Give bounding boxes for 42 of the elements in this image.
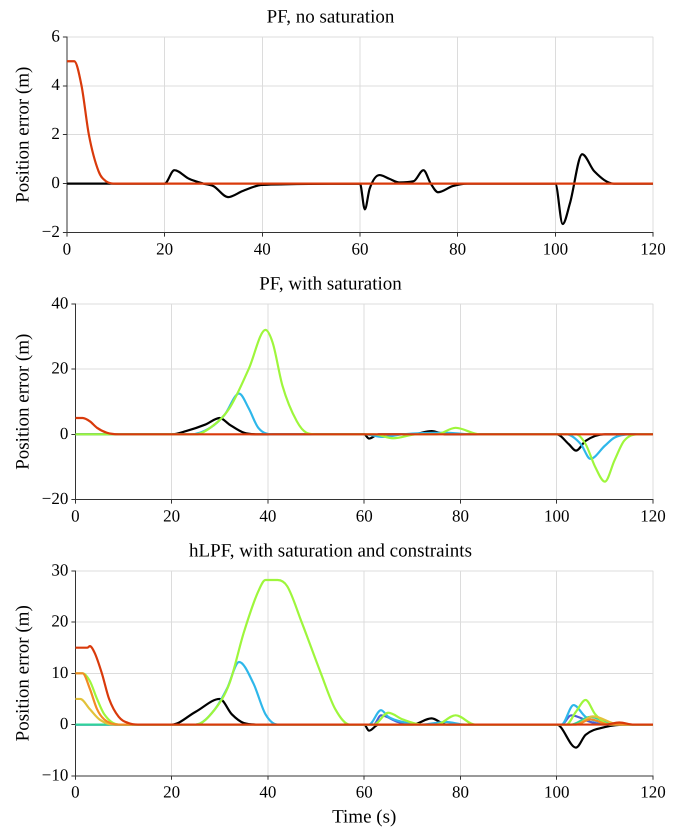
- x-tick-label: 60: [356, 782, 373, 802]
- y-axis-title: Position error (m): [12, 66, 34, 203]
- chart-title: PF, with saturation: [259, 273, 402, 294]
- y-tick-label: 20: [51, 612, 68, 631]
- x-tick-label: 60: [356, 506, 373, 526]
- y-axis-title: Position error (m): [12, 334, 34, 470]
- x-tick-label: 100: [544, 506, 570, 526]
- line-series: [75, 416, 653, 436]
- x-tick-label: 20: [163, 506, 180, 526]
- x-tick-label: 80: [452, 782, 469, 802]
- x-tick-label: 40: [259, 782, 276, 802]
- y-tick-label: 4: [51, 75, 60, 94]
- x-tick-label: 80: [452, 506, 469, 526]
- chart-title: PF, no saturation: [266, 6, 395, 28]
- y-tick-label: 20: [51, 358, 68, 378]
- y-tick-label: 0: [60, 714, 68, 734]
- x-axis-title: Time (s): [332, 806, 396, 828]
- x-tick-label: 40: [259, 506, 276, 526]
- line-series: [75, 645, 653, 726]
- x-tick-label: 120: [640, 782, 666, 802]
- y-tick-label: 10: [51, 662, 68, 682]
- chart-title: hLPF, with saturation and constraints: [189, 540, 472, 562]
- y-tick-label: 0: [60, 424, 68, 443]
- y-tick-label: −10: [42, 765, 68, 784]
- y-tick-label: 2: [51, 124, 60, 144]
- x-tick-label: 20: [163, 782, 180, 802]
- y-tick-label: 0: [51, 173, 60, 192]
- y-tick-label: 30: [51, 560, 68, 580]
- x-tick-label: 100: [544, 782, 570, 802]
- y-tick-label: 40: [51, 293, 68, 312]
- x-tick-label: 100: [542, 239, 568, 258]
- x-tick-label: 80: [449, 239, 466, 258]
- y-tick-label: −2: [42, 222, 60, 242]
- x-tick-label: 20: [156, 239, 174, 258]
- x-tick-label: 120: [640, 506, 666, 526]
- x-tick-label: 60: [351, 239, 368, 258]
- y-tick-label: −20: [42, 489, 68, 508]
- line-series: [66, 60, 653, 185]
- x-tick-label: 40: [254, 239, 271, 258]
- y-tick-label: 6: [51, 26, 60, 46]
- x-tick-label: 120: [640, 239, 666, 258]
- y-axis-title: Position error (m): [12, 605, 34, 742]
